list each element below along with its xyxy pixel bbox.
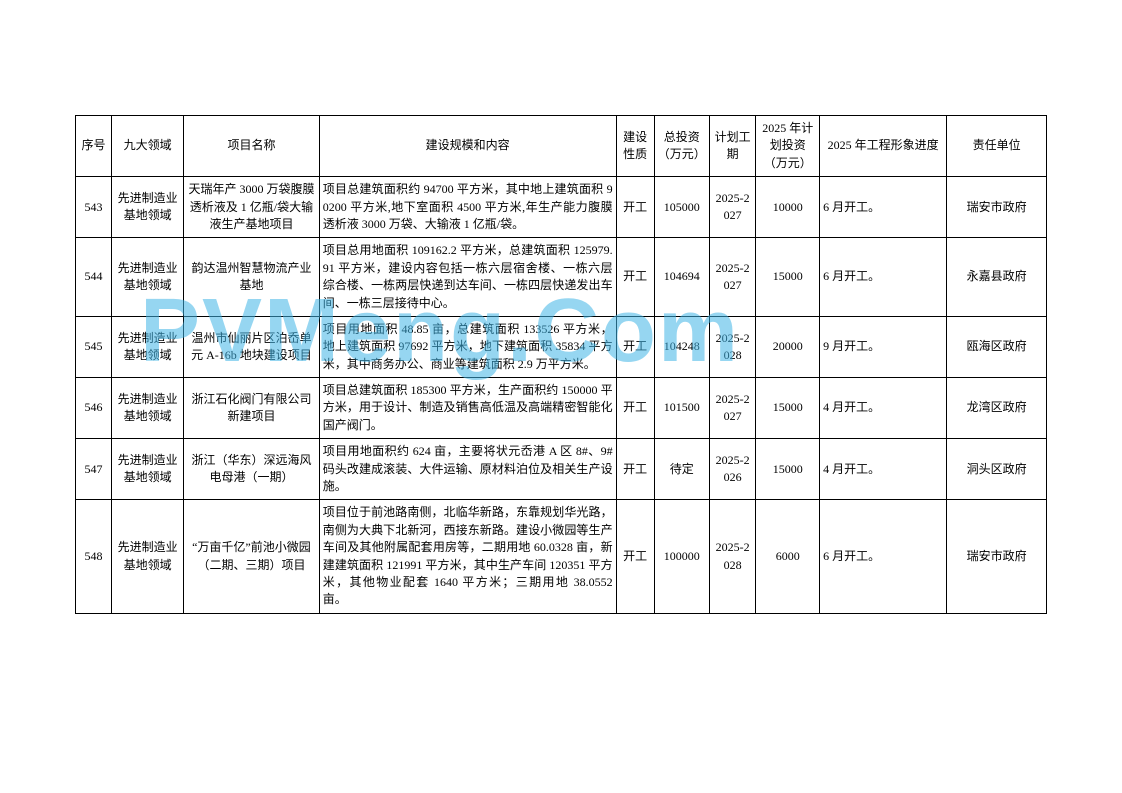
cell-invest: 104694 xyxy=(654,238,709,317)
table-header-row: 序号 九大领域 项目名称 建设规模和内容 建设性质 总投资（万元） 计划工期 2… xyxy=(76,116,1047,177)
document-page: PVMeng.Com 序号 九大领域 项目名称 建设规模和内容 建设性质 总投资… xyxy=(0,0,1122,793)
cell-nature: 开工 xyxy=(616,316,654,377)
col-name: 项目名称 xyxy=(184,116,320,177)
cell-progress: 6 月开工。 xyxy=(820,177,947,238)
col-invest: 总投资（万元） xyxy=(654,116,709,177)
col-seq: 序号 xyxy=(76,116,112,177)
cell-nature: 开工 xyxy=(616,177,654,238)
table-row: 544先进制造业基地领域韵达温州智慧物流产业基地项目总用地面积 109162.2… xyxy=(76,238,1047,317)
cell-nature: 开工 xyxy=(616,378,654,439)
projects-table: 序号 九大领域 项目名称 建设规模和内容 建设性质 总投资（万元） 计划工期 2… xyxy=(75,115,1047,614)
cell-desc: 项目总建筑面积 185300 平方米，生产面积约 150000 平方米，用于设计… xyxy=(319,378,616,439)
cell-plan2025: 15000 xyxy=(756,378,820,439)
cell-period: 2025-2027 xyxy=(709,378,756,439)
cell-plan2025: 20000 xyxy=(756,316,820,377)
cell-domain: 先进制造业基地领域 xyxy=(112,439,184,500)
cell-owner: 龙湾区政府 xyxy=(947,378,1047,439)
cell-seq: 548 xyxy=(76,500,112,613)
table-body: 543先进制造业基地领域天瑞年产 3000 万袋腹膜透析液及 1 亿瓶/袋大输液… xyxy=(76,177,1047,614)
cell-progress: 4 月开工。 xyxy=(820,439,947,500)
cell-period: 2025-2028 xyxy=(709,500,756,613)
cell-owner: 瑞安市政府 xyxy=(947,177,1047,238)
col-owner: 责任单位 xyxy=(947,116,1047,177)
cell-period: 2025-2027 xyxy=(709,177,756,238)
cell-plan2025: 15000 xyxy=(756,238,820,317)
cell-progress: 4 月开工。 xyxy=(820,378,947,439)
cell-name: 温州市仙丽片区泊岙单元 A-16b 地块建设项目 xyxy=(184,316,320,377)
cell-period: 2025-2026 xyxy=(709,439,756,500)
cell-seq: 543 xyxy=(76,177,112,238)
cell-progress: 6 月开工。 xyxy=(820,500,947,613)
cell-desc: 项目总建筑面积约 94700 平方米，其中地上建筑面积 90200 平方米,地下… xyxy=(319,177,616,238)
cell-invest: 101500 xyxy=(654,378,709,439)
cell-domain: 先进制造业基地领域 xyxy=(112,500,184,613)
cell-domain: 先进制造业基地领域 xyxy=(112,378,184,439)
cell-invest: 105000 xyxy=(654,177,709,238)
cell-invest: 100000 xyxy=(654,500,709,613)
cell-desc: 项目总用地面积 109162.2 平方米，总建筑面积 125979.91 平方米… xyxy=(319,238,616,317)
col-period: 计划工期 xyxy=(709,116,756,177)
col-nature: 建设性质 xyxy=(616,116,654,177)
cell-owner: 永嘉县政府 xyxy=(947,238,1047,317)
cell-seq: 545 xyxy=(76,316,112,377)
table-row: 547先进制造业基地领域浙江（华东）深远海风电母港（一期）项目用地面积约 624… xyxy=(76,439,1047,500)
cell-name: 韵达温州智慧物流产业基地 xyxy=(184,238,320,317)
table-row: 543先进制造业基地领域天瑞年产 3000 万袋腹膜透析液及 1 亿瓶/袋大输液… xyxy=(76,177,1047,238)
cell-owner: 瓯海区政府 xyxy=(947,316,1047,377)
cell-domain: 先进制造业基地领域 xyxy=(112,238,184,317)
cell-nature: 开工 xyxy=(616,439,654,500)
cell-nature: 开工 xyxy=(616,500,654,613)
cell-name: 浙江石化阀门有限公司新建项目 xyxy=(184,378,320,439)
cell-progress: 6 月开工。 xyxy=(820,238,947,317)
cell-plan2025: 15000 xyxy=(756,439,820,500)
cell-domain: 先进制造业基地领域 xyxy=(112,316,184,377)
cell-name: 浙江（华东）深远海风电母港（一期） xyxy=(184,439,320,500)
cell-name: “万亩千亿”前池小微园（二期、三期）项目 xyxy=(184,500,320,613)
col-domain: 九大领域 xyxy=(112,116,184,177)
table-row: 545先进制造业基地领域温州市仙丽片区泊岙单元 A-16b 地块建设项目项目用地… xyxy=(76,316,1047,377)
cell-owner: 洞头区政府 xyxy=(947,439,1047,500)
cell-desc: 项目用地面积约 624 亩，主要将状元岙港 A 区 8#、9#码头改建成滚装、大… xyxy=(319,439,616,500)
cell-invest: 待定 xyxy=(654,439,709,500)
cell-desc: 项目用地面积 48.85 亩，总建筑面积 133526 平方米，地上建筑面积 9… xyxy=(319,316,616,377)
cell-plan2025: 10000 xyxy=(756,177,820,238)
cell-seq: 547 xyxy=(76,439,112,500)
cell-seq: 546 xyxy=(76,378,112,439)
col-desc: 建设规模和内容 xyxy=(319,116,616,177)
cell-plan2025: 6000 xyxy=(756,500,820,613)
col-progress: 2025 年工程形象进度 xyxy=(820,116,947,177)
cell-name: 天瑞年产 3000 万袋腹膜透析液及 1 亿瓶/袋大输液生产基地项目 xyxy=(184,177,320,238)
cell-owner: 瑞安市政府 xyxy=(947,500,1047,613)
table-row: 546先进制造业基地领域浙江石化阀门有限公司新建项目项目总建筑面积 185300… xyxy=(76,378,1047,439)
col-plan2025: 2025 年计划投资（万元） xyxy=(756,116,820,177)
cell-progress: 9 月开工。 xyxy=(820,316,947,377)
cell-nature: 开工 xyxy=(616,238,654,317)
table-row: 548先进制造业基地领域“万亩千亿”前池小微园（二期、三期）项目项目位于前池路南… xyxy=(76,500,1047,613)
cell-seq: 544 xyxy=(76,238,112,317)
cell-domain: 先进制造业基地领域 xyxy=(112,177,184,238)
cell-period: 2025-2027 xyxy=(709,238,756,317)
cell-invest: 104248 xyxy=(654,316,709,377)
cell-period: 2025-2028 xyxy=(709,316,756,377)
cell-desc: 项目位于前池路南侧，北临华新路，东靠规划华光路，南侧为大典下北新河，西接东新路。… xyxy=(319,500,616,613)
